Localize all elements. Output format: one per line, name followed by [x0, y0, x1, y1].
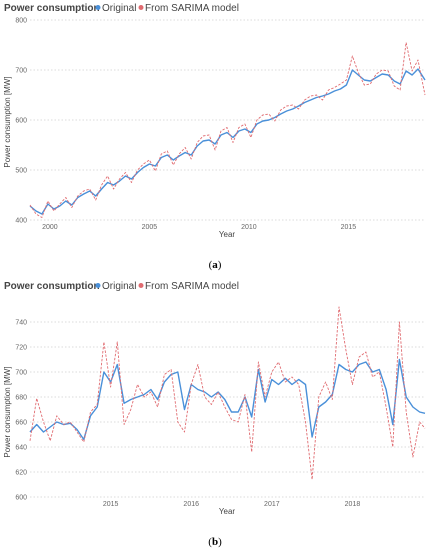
y-tick-label-b-600: 600	[15, 495, 27, 502]
y-tick-label-b-740: 740	[15, 320, 27, 327]
y-tick-label-b-680: 680	[15, 395, 27, 402]
panel-a-caption: (a)	[209, 259, 222, 271]
legend-b-original-marker	[95, 283, 101, 288]
series-line-b-original	[29, 358, 426, 441]
panel-b-y-axis-label: Power consumption [MW]	[3, 366, 12, 457]
legend-b-sarima-marker	[138, 283, 144, 288]
panel-a-series	[29, 42, 426, 218]
legend-b-sarima-label: From SARIMA model	[145, 281, 239, 292]
series-line-a-sarima	[29, 42, 426, 218]
panel-b-title: Power consumption	[4, 281, 100, 292]
y-tick-label-a-800: 800	[15, 18, 27, 25]
y-tick-label-a-400: 400	[15, 218, 27, 225]
legend-a-sarima-marker	[138, 5, 144, 10]
panel-a-legend: Original From SARIMA model	[95, 3, 239, 14]
x-tick-label-a-2000: 2000	[42, 224, 58, 231]
panel-a-x-ticks: 2000 2005 2010 2015	[42, 224, 356, 231]
panel-b-x-axis-label: Year	[219, 507, 236, 516]
panel-a-title: Power consumption	[4, 3, 100, 14]
x-tick-label-b-2015: 2015	[103, 501, 119, 508]
x-tick-label-b-2017: 2017	[264, 501, 280, 508]
panel-b-x-ticks: 2015 2016 2017 2018	[103, 501, 361, 508]
series-line-b-sarima	[29, 306, 426, 480]
legend-a-sarima-label: From SARIMA model	[145, 3, 239, 14]
legend-b-original-label: Original	[102, 281, 136, 292]
x-tick-label-b-2016: 2016	[183, 501, 199, 508]
y-tick-label-b-640: 640	[15, 445, 27, 452]
legend-a-original-label: Original	[102, 3, 136, 14]
panel-a: Power consumption Original From SARIMA m…	[3, 3, 426, 271]
panel-a-gridlines	[30, 19, 425, 221]
panel-b-caption: (b)	[208, 536, 222, 548]
panel-b-legend: Original From SARIMA model	[95, 281, 239, 292]
x-tick-label-a-2015: 2015	[341, 224, 357, 231]
panel-b-y-ticks: 600 620 640 660 680 700 720 740	[15, 320, 27, 502]
panel-b-series	[29, 306, 426, 480]
legend-a-original-marker	[95, 5, 101, 10]
x-tick-label-a-2005: 2005	[142, 224, 158, 231]
panel-a-y-axis-label: Power consumption [MW]	[3, 76, 12, 167]
series-line-a-original	[29, 68, 426, 215]
panel-a-x-axis-label: Year	[219, 230, 236, 239]
y-tick-label-a-600: 600	[15, 118, 27, 125]
y-tick-label-b-620: 620	[15, 470, 27, 477]
y-tick-label-b-700: 700	[15, 370, 27, 377]
y-tick-label-a-700: 700	[15, 68, 27, 75]
panel-a-y-ticks: 400 500 600 700 800	[15, 18, 27, 225]
x-tick-label-b-2018: 2018	[345, 501, 361, 508]
y-tick-label-b-720: 720	[15, 345, 27, 352]
x-tick-label-a-2010: 2010	[241, 224, 257, 231]
panel-b-gridlines	[30, 321, 425, 498]
panel-b: Power consumption Original From SARIMA m…	[3, 281, 426, 548]
y-tick-label-a-500: 500	[15, 168, 27, 175]
y-tick-label-b-660: 660	[15, 420, 27, 427]
